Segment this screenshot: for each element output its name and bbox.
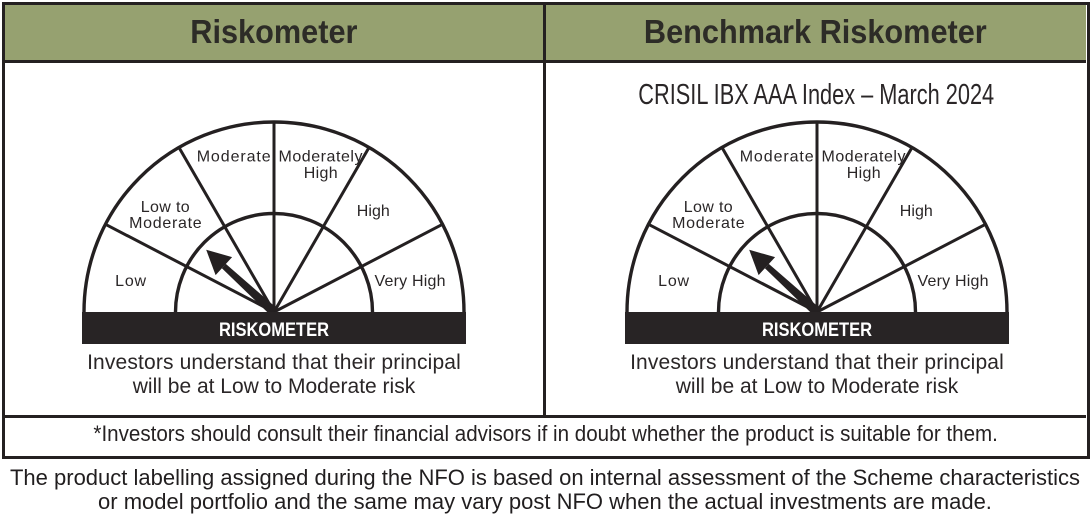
svg-text:Moderately: Moderately <box>822 149 906 166</box>
svg-text:High: High <box>304 165 338 182</box>
svg-text:Very High: Very High <box>918 273 989 290</box>
svg-text:Low: Low <box>658 273 689 290</box>
svg-text:High: High <box>847 165 881 182</box>
svg-text:Low to: Low to <box>141 199 190 216</box>
svg-text:Moderate: Moderate <box>197 149 271 166</box>
svg-text:Moderate: Moderate <box>672 215 745 232</box>
svg-text:Low: Low <box>115 273 146 290</box>
svg-text:Moderately: Moderately <box>279 149 363 166</box>
svg-text:High: High <box>357 203 390 220</box>
svg-text:Low to: Low to <box>684 199 733 216</box>
svg-text:High: High <box>900 203 933 220</box>
svg-text:RISKOMETER: RISKOMETER <box>762 319 872 341</box>
svg-text:RISKOMETER: RISKOMETER <box>219 319 329 341</box>
svg-text:Very High: Very High <box>375 273 446 290</box>
svg-text:Moderate: Moderate <box>740 149 814 166</box>
svg-text:Moderate: Moderate <box>129 215 202 232</box>
